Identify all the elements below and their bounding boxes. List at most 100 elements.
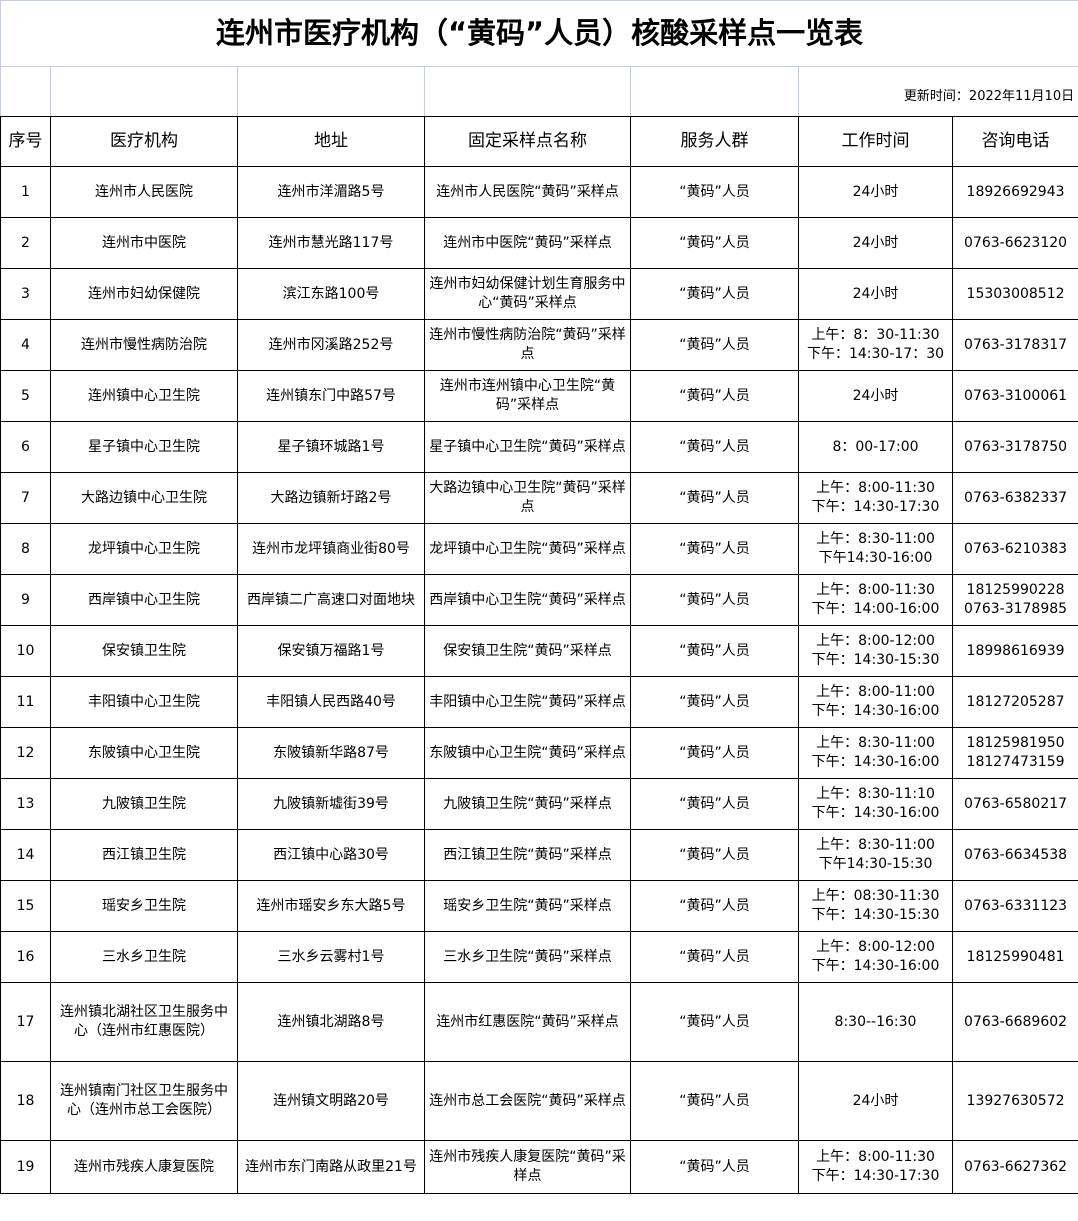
cell-institution: 连州市妇幼保健院 [50, 268, 238, 320]
cell-phone: 18926692943 [951, 166, 1078, 218]
update-row: 更新时间：2022年11月10日 [0, 66, 1078, 117]
cell-institution: 三水乡卫生院 [50, 931, 238, 983]
cell-service-group: “黄码”人员 [630, 472, 799, 524]
cell-institution: 连州镇中心卫生院 [50, 370, 238, 422]
cell-index: 4 [0, 319, 51, 371]
cell-site-name: 连州市残疾人康复医院“黄码”采样点 [424, 1140, 631, 1194]
cell-institution: 保安镇卫生院 [50, 625, 238, 677]
cell-hours: 上午：08:30-11:30 下午：14:30-15:30 [798, 880, 953, 932]
cell-phone: 18998616939 [951, 625, 1078, 677]
cell-index: 5 [0, 370, 51, 422]
cell-hours: 上午：8:30-11:00 下午14:30-16:00 [798, 523, 953, 575]
cell-address: 三水乡云雾村1号 [237, 931, 425, 983]
table-row: 12 东陂镇中心卫生院 东陂镇新华路87号 东陂镇中心卫生院“黄码”采样点 “黄码”人员… [0, 727, 1078, 779]
cell-address: 连州镇东门中路57号 [237, 370, 425, 422]
cell-phone: 18125981950 18127473159 [951, 727, 1078, 779]
cell-address: 丰阳镇人民西路40号 [237, 676, 425, 728]
cell-hours: 24小时 [798, 166, 953, 218]
table-row: 3 连州市妇幼保健院 滨江东路100号 连州市妇幼保健计划生育服务中心“黄码”采样点 “… [0, 268, 1078, 320]
cell-phone: 15303008512 [951, 268, 1078, 320]
title-row: 连州市医疗机构（“黄码”人员）核酸采样点一览表 [0, 0, 1078, 67]
cell-hours: 上午：8:00-11:30 下午：14:30-17:30 [798, 472, 953, 524]
cell-service-group: “黄码”人员 [630, 523, 799, 575]
table-row: 7 大路边镇中心卫生院 大路边镇新圩路2号 大路边镇中心卫生院“黄码”采样点 “黄码”人… [0, 472, 1078, 524]
header-service-group: 服务人群 [630, 116, 799, 167]
cell-service-group: “黄码”人员 [630, 370, 799, 422]
cell-site-name: 九陂镇卫生院“黄码”采样点 [424, 778, 631, 830]
cell-institution: 瑶安乡卫生院 [50, 880, 238, 932]
cell-institution: 连州市残疾人康复医院 [50, 1140, 238, 1194]
table-body: 1 连州市人民医院 连州市洋湄路5号 连州市人民医院“黄码”采样点 “黄码”人员 24小时… [0, 166, 1078, 1194]
cell-hours: 24小时 [798, 370, 953, 422]
cell-hours: 上午：8:30-11:10 下午：14:30-16:00 [798, 778, 953, 830]
cell-index: 17 [0, 982, 51, 1062]
cell-site-name: 瑶安乡卫生院“黄码”采样点 [424, 880, 631, 932]
cell-phone: 0763-3100061 [951, 370, 1078, 422]
cell-site-name: 西江镇卫生院“黄码”采样点 [424, 829, 631, 881]
cell-hours: 上午：8:30-11:00 下午：14:30-16:00 [798, 727, 953, 779]
table-row: 2 连州市中医院 连州市慧光路117号 连州市中医院“黄码”采样点 “黄码”人员 24小时… [0, 217, 1078, 269]
empty-cell [424, 66, 631, 117]
cell-index: 11 [0, 676, 51, 728]
table-row: 15 瑶安乡卫生院 连州市瑶安乡东大路5号 瑶安乡卫生院“黄码”采样点 “黄码”人员 上午… [0, 880, 1078, 932]
header-site-name: 固定采样点名称 [424, 116, 631, 167]
cell-institution: 大路边镇中心卫生院 [50, 472, 238, 524]
cell-service-group: “黄码”人员 [630, 625, 799, 677]
cell-institution: 龙坪镇中心卫生院 [50, 523, 238, 575]
cell-address: 东陂镇新华路87号 [237, 727, 425, 779]
cell-phone: 0763-6210383 [951, 523, 1078, 575]
cell-service-group: “黄码”人员 [630, 268, 799, 320]
cell-index: 2 [0, 217, 51, 269]
empty-cell [50, 66, 238, 117]
table-row: 10 保安镇卫生院 保安镇万福路1号 保安镇卫生院“黄码”采样点 “黄码”人员 上午：8:… [0, 625, 1078, 677]
header-index: 序号 [0, 116, 51, 167]
cell-index: 3 [0, 268, 51, 320]
cell-site-name: 连州市慢性病防治院“黄码”采样点 [424, 319, 631, 371]
cell-service-group: “黄码”人员 [630, 727, 799, 779]
cell-institution: 西岸镇中心卫生院 [50, 574, 238, 626]
cell-index: 6 [0, 421, 51, 473]
table-row: 4 连州市慢性病防治院 连州市冈溪路252号 连州市慢性病防治院“黄码”采样点 “黄码”… [0, 319, 1078, 371]
cell-address: 连州市龙坪镇商业街80号 [237, 523, 425, 575]
table-row: 11 丰阳镇中心卫生院 丰阳镇人民西路40号 丰阳镇中心卫生院“黄码”采样点 “黄码”人… [0, 676, 1078, 728]
cell-phone: 0763-3178317 [951, 319, 1078, 371]
cell-phone: 18127205287 [951, 676, 1078, 728]
cell-index: 18 [0, 1061, 51, 1141]
cell-phone: 0763-6634538 [951, 829, 1078, 881]
cell-site-name: 东陂镇中心卫生院“黄码”采样点 [424, 727, 631, 779]
table-row: 19 连州市残疾人康复医院 连州市东门南路从政里21号 连州市残疾人康复医院“黄码”采… [0, 1140, 1078, 1194]
cell-phone: 0763-6580217 [951, 778, 1078, 830]
table-row: 1 连州市人民医院 连州市洋湄路5号 连州市人民医院“黄码”采样点 “黄码”人员 24小时… [0, 166, 1078, 218]
header-row: 序号 医疗机构 地址 固定采样点名称 服务人群 工作时间 咨询电话 [0, 116, 1078, 167]
cell-site-name: 大路边镇中心卫生院“黄码”采样点 [424, 472, 631, 524]
cell-institution: 连州镇南门社区卫生服务中心（连州市总工会医院） [50, 1061, 238, 1141]
cell-address: 星子镇环城路1号 [237, 421, 425, 473]
cell-phone: 0763-6627362 [951, 1140, 1078, 1194]
cell-hours: 上午：8:00-11:30 下午：14:30-17:30 [798, 1140, 953, 1194]
cell-institution: 星子镇中心卫生院 [50, 421, 238, 473]
cell-index: 10 [0, 625, 51, 677]
table-row: 13 九陂镇卫生院 九陂镇新墟街39号 九陂镇卫生院“黄码”采样点 “黄码”人员 上午：8… [0, 778, 1078, 830]
cell-service-group: “黄码”人员 [630, 421, 799, 473]
cell-institution: 连州市中医院 [50, 217, 238, 269]
cell-address: 西岸镇二广高速口对面地块 [237, 574, 425, 626]
cell-phone: 0763-6689602 [951, 982, 1078, 1062]
cell-index: 16 [0, 931, 51, 983]
cell-site-name: 连州市连州镇中心卫生院“黄码”采样点 [424, 370, 631, 422]
cell-site-name: 连州市妇幼保健计划生育服务中心“黄码”采样点 [424, 268, 631, 320]
cell-index: 8 [0, 523, 51, 575]
cell-index: 12 [0, 727, 51, 779]
cell-institution: 连州镇北湖社区卫生服务中心（连州市红惠医院） [50, 982, 238, 1062]
cell-institution: 连州市人民医院 [50, 166, 238, 218]
table-row: 16 三水乡卫生院 三水乡云雾村1号 三水乡卫生院“黄码”采样点 “黄码”人员 上午：8:… [0, 931, 1078, 983]
page-title: 连州市医疗机构（“黄码”人员）核酸采样点一览表 [0, 0, 1078, 67]
cell-hours: 8：00-17:00 [798, 421, 953, 473]
cell-hours: 24小时 [798, 1061, 953, 1141]
cell-hours: 上午：8:00-11:30 下午：14:00-16:00 [798, 574, 953, 626]
header-phone: 咨询电话 [951, 116, 1078, 167]
table-row: 17 连州镇北湖社区卫生服务中心（连州市红惠医院） 连州镇北湖路8号 连州市红惠医院“… [0, 982, 1078, 1062]
cell-hours: 24小时 [798, 268, 953, 320]
cell-address: 西江镇中心路30号 [237, 829, 425, 881]
cell-address: 连州市慧光路117号 [237, 217, 425, 269]
table-row: 8 龙坪镇中心卫生院 连州市龙坪镇商业街80号 龙坪镇中心卫生院“黄码”采样点 “黄码”… [0, 523, 1078, 575]
